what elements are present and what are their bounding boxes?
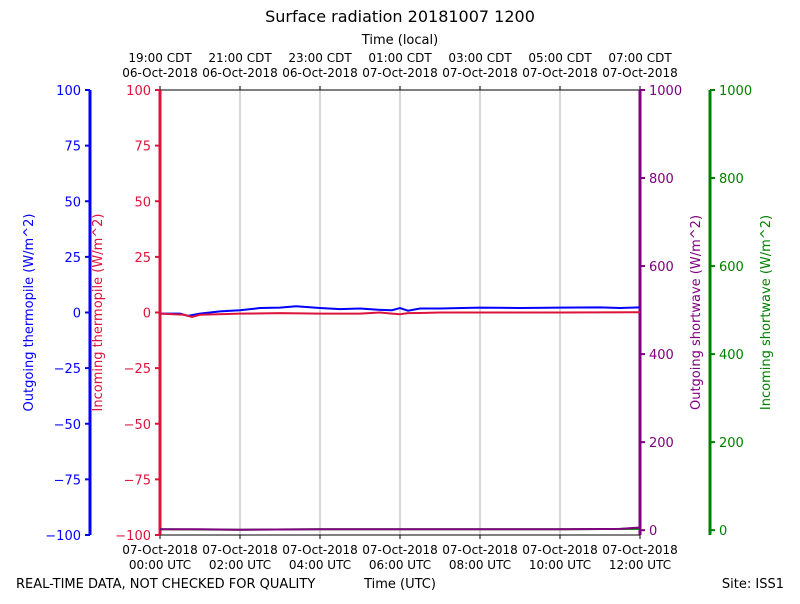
y-tick-label: 0 (143, 307, 151, 322)
y-tick-label: −100 (45, 529, 81, 544)
x-tick-label-time: 12:00 UTC (609, 558, 671, 572)
y-tick-label: 0 (73, 307, 81, 322)
top-tick-label-time: 21:00 CDT (208, 51, 272, 65)
x-tick-label-date: 07-Oct-2018 (202, 543, 278, 557)
y-tick-label: 1000 (649, 84, 682, 99)
y-tick-label: −25 (124, 362, 151, 377)
y-tick-label: 75 (134, 140, 151, 155)
y-tick-label: 400 (649, 348, 674, 363)
top-tick-label-time: 07:00 CDT (608, 51, 672, 65)
x-tick-label-time: 04:00 UTC (289, 558, 351, 572)
top-tick-label-time: 03:00 CDT (448, 51, 512, 65)
y-tick-label: −75 (54, 473, 81, 488)
top-tick-label-date: 06-Oct-2018 (282, 66, 358, 80)
y-tick-label: 1000 (719, 84, 752, 99)
y-tick-label: 0 (649, 524, 657, 539)
x-tick-label-time: 02:00 UTC (209, 558, 271, 572)
x-tick-label-date: 07-Oct-2018 (442, 543, 518, 557)
y-tick-label: 400 (719, 348, 744, 363)
y-tick-label: 50 (134, 195, 151, 210)
y-tick-label: 200 (719, 436, 744, 451)
top-tick-label-date: 06-Oct-2018 (202, 66, 278, 80)
y-tick-label: 800 (719, 172, 744, 187)
x-tick-label-date: 07-Oct-2018 (362, 543, 438, 557)
y-tick-label: 75 (64, 140, 81, 155)
top-axis-label: Time (local) (361, 33, 438, 48)
y-tick-label: 600 (649, 260, 674, 275)
top-tick-label-time: 23:00 CDT (288, 51, 352, 65)
x-tick-label-time: 06:00 UTC (369, 558, 431, 572)
x-tick-label-time: 10:00 UTC (529, 558, 591, 572)
y-tick-label: 800 (649, 172, 674, 187)
y-tick-label: 600 (719, 260, 744, 275)
x-tick-label-date: 07-Oct-2018 (122, 543, 198, 557)
y-tick-label: −75 (124, 473, 151, 488)
x-tick-label-date: 07-Oct-2018 (282, 543, 358, 557)
y-axis-label-out_sw: Outgoing shortwave (W/m^2) (689, 215, 704, 410)
series-line-in_thermo (159, 311, 641, 318)
y-tick-label: −50 (124, 418, 151, 433)
top-tick-label-time: 19:00 CDT (128, 51, 192, 65)
y-tick-label: −50 (54, 418, 81, 433)
y-tick-label: 0 (719, 524, 727, 539)
quality-note: REAL-TIME DATA, NOT CHECKED FOR QUALITY (16, 577, 315, 592)
x-tick-label-time: 08:00 UTC (449, 558, 511, 572)
y-tick-label: 50 (64, 195, 81, 210)
x-tick-label-date: 07-Oct-2018 (522, 543, 598, 557)
y-axis-label-in_sw: Incoming shortwave (W/m^2) (759, 215, 774, 410)
series-line-out_thermo (160, 305, 641, 317)
y-tick-label: 200 (649, 436, 674, 451)
y-tick-label: −100 (115, 529, 151, 544)
top-tick-label-time: 05:00 CDT (528, 51, 592, 65)
y-tick-label: 25 (64, 251, 81, 266)
top-tick-label-date: 06-Oct-2018 (122, 66, 198, 80)
x-tick-label-time: 00:00 UTC (129, 558, 191, 572)
y-tick-label: 25 (134, 251, 151, 266)
y-tick-label: 100 (56, 84, 81, 99)
x-tick-label-date: 07-Oct-2018 (602, 543, 678, 557)
y-axis-label-out_thermo: Outgoing thermopile (W/m^2) (22, 214, 37, 412)
top-tick-label-date: 07-Oct-2018 (522, 66, 598, 80)
top-tick-label-date: 07-Oct-2018 (362, 66, 438, 80)
top-tick-label-date: 07-Oct-2018 (442, 66, 518, 80)
y-tick-label: −25 (54, 362, 81, 377)
top-tick-label-time: 01:00 CDT (368, 51, 432, 65)
series-line-out_sw (160, 526, 641, 531)
y-tick-label: 100 (126, 84, 151, 99)
top-tick-label-date: 07-Oct-2018 (602, 66, 678, 80)
x-axis-label: Time (UTC) (363, 577, 436, 592)
y-axis-label-in_thermo: Incoming thermopile (W/m^2) (91, 214, 106, 412)
site-label: Site: ISS1 (722, 577, 784, 592)
chart-title: Surface radiation 20181007 1200 (265, 7, 535, 26)
